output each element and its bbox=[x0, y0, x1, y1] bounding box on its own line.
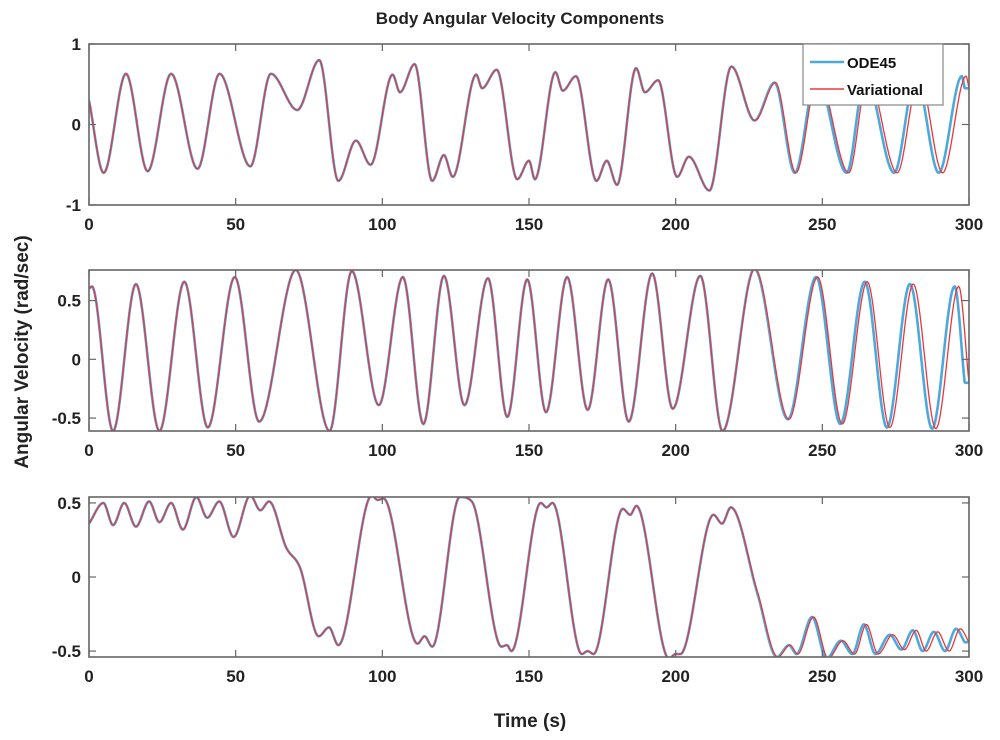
x-tick-label: 0 bbox=[84, 215, 93, 234]
x-tick-label: 250 bbox=[808, 667, 836, 686]
y-tick-label: 0 bbox=[72, 116, 81, 135]
legend-variational-label: Variational bbox=[847, 82, 923, 99]
x-axis-label: Time (s) bbox=[494, 711, 567, 732]
x-tick-label: 50 bbox=[226, 215, 245, 234]
y-tick-label: 1 bbox=[72, 35, 81, 54]
legend-ode45-label: ODE45 bbox=[847, 55, 896, 72]
y-axis-label: Angular Velocity (rad/sec) bbox=[12, 235, 33, 468]
axes-box bbox=[88, 496, 970, 658]
x-tick-label: 150 bbox=[515, 667, 543, 686]
x-tick-label: 250 bbox=[808, 215, 836, 234]
series-variational-line bbox=[89, 270, 969, 431]
x-tick-label: 200 bbox=[661, 667, 689, 686]
legend-box bbox=[802, 43, 944, 106]
series-ode45-line bbox=[89, 497, 969, 657]
y-tick-label: 0.5 bbox=[57, 494, 81, 513]
y-tick-label: -1 bbox=[66, 196, 81, 215]
x-tick-label: 300 bbox=[955, 441, 983, 460]
x-tick-label: 200 bbox=[661, 215, 689, 234]
subplot-3: 0 50 100 150 200 250 300-0.500.5 bbox=[52, 494, 983, 686]
x-tick-label: 300 bbox=[955, 667, 983, 686]
x-tick-label: 100 bbox=[368, 441, 396, 460]
x-tick-label: 200 bbox=[661, 441, 689, 460]
x-tick-label: 50 bbox=[226, 667, 245, 686]
x-tick-label: 0 bbox=[84, 667, 93, 686]
x-tick-label: 250 bbox=[808, 441, 836, 460]
y-tick-label: 0.5 bbox=[57, 292, 81, 311]
y-tick-label: 0 bbox=[72, 568, 81, 587]
x-tick-label: 100 bbox=[368, 667, 396, 686]
series-variational-line bbox=[89, 497, 969, 657]
x-tick-label: 150 bbox=[515, 215, 543, 234]
y-tick-label: 0 bbox=[72, 350, 81, 369]
x-tick-label: 0 bbox=[84, 441, 93, 460]
x-tick-label: 300 bbox=[955, 215, 983, 234]
subplot-2: 0 50 100 150 200 250 300-0.500.5 bbox=[52, 269, 983, 460]
y-tick-label: -0.5 bbox=[52, 409, 81, 428]
chart-title: Body Angular Velocity Components bbox=[376, 9, 664, 28]
x-tick-label: 150 bbox=[515, 441, 543, 460]
legend: ODE45 Variational bbox=[802, 43, 944, 106]
y-tick-label: -0.5 bbox=[52, 642, 81, 661]
x-tick-label: 100 bbox=[368, 215, 396, 234]
x-tick-label: 50 bbox=[226, 441, 245, 460]
